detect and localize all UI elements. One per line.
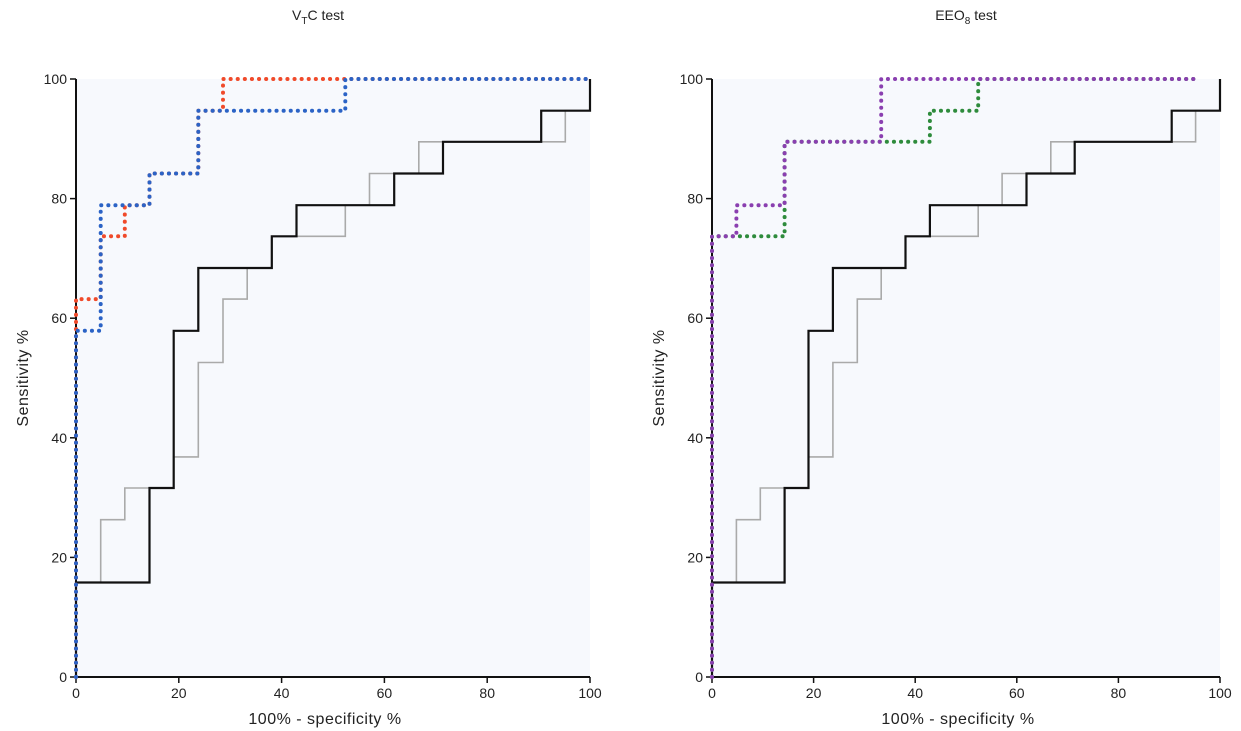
x-tick-label: 40 <box>907 685 923 701</box>
chart-title-main: EEO <box>935 7 965 23</box>
chart-title-rest: test <box>970 7 997 23</box>
y-axis-label: Sensitivity % <box>651 329 668 426</box>
y-tick-label: 20 <box>51 549 67 565</box>
x-tick-label: 100 <box>578 685 602 701</box>
y-tick-label: 80 <box>51 191 67 207</box>
y-tick-label: 100 <box>680 71 704 87</box>
y-tick-label: 0 <box>59 669 67 685</box>
x-tick-label: 40 <box>274 685 290 701</box>
x-tick-label: 0 <box>72 685 80 701</box>
chart-title-subscript: 8 <box>965 16 971 27</box>
x-tick-label: 60 <box>377 685 393 701</box>
y-tick-label: 0 <box>695 669 703 685</box>
plot-area <box>712 79 1220 677</box>
y-tick-label: 60 <box>687 310 703 326</box>
y-tick-label: 40 <box>51 430 67 446</box>
x-tick-label: 0 <box>708 685 716 701</box>
x-tick-label: 20 <box>171 685 187 701</box>
y-tick-label: 100 <box>44 71 68 87</box>
x-tick-label: 80 <box>479 685 495 701</box>
y-axis-label: Sensitivity % <box>15 329 32 426</box>
roc-series-line-4 <box>710 77 1197 679</box>
x-axis-label: 100% - specificity % <box>248 711 401 728</box>
chart-title: VTC test <box>292 7 344 27</box>
y-tick-label: 60 <box>51 310 67 326</box>
y-tick-label: 80 <box>687 191 703 207</box>
chart-title-rest: C test <box>307 7 344 23</box>
chart-panel-2: EEO8 test 0 20 40 60 80 100 0 20 40 60 80 100 100% - … <box>651 7 1232 728</box>
y-tick-label: 40 <box>687 430 703 446</box>
y-tick-label: 20 <box>687 549 703 565</box>
x-tick-label: 80 <box>1111 685 1127 701</box>
chart-title-main: V <box>292 7 302 23</box>
chart-panel-1: VTC test 0 20 40 60 80 100 0 20 40 60 80 100 100% - s… <box>15 7 602 728</box>
x-axis-label: 100% - specificity % <box>881 711 1034 728</box>
plot-area <box>76 79 590 677</box>
roc-series-line-2 <box>74 79 592 677</box>
x-tick-label: 60 <box>1009 685 1025 701</box>
x-tick-label: 100 <box>1208 685 1232 701</box>
chart-title: EEO8 test <box>935 7 997 27</box>
chart-title-subscript: T <box>301 16 307 27</box>
roc-series-line-4 <box>74 77 592 679</box>
roc-series-line-2 <box>710 79 1222 677</box>
x-tick-label: 20 <box>806 685 822 701</box>
